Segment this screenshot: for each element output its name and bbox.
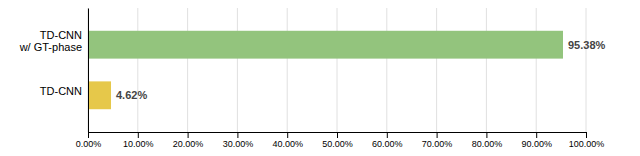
x-tick-label: 70.00%: [422, 139, 453, 149]
x-tick-label: 10.00%: [123, 139, 154, 149]
x-tick: 60.00%: [372, 132, 403, 149]
x-tick-label: 30.00%: [223, 139, 254, 149]
x-tick: 40.00%: [272, 132, 303, 149]
x-tick: 90.00%: [521, 132, 552, 149]
grid-line: [386, 8, 387, 132]
grid-line: [287, 8, 288, 132]
x-tick-mark: [237, 132, 238, 138]
chart-svg: 0.00% 10.00% 20.00% 30.00% 40.00% 50.00% 60.00…: [0, 0, 640, 156]
x-tick-label: 20.00%: [173, 139, 204, 149]
x-tick: 10.00%: [123, 132, 154, 149]
bar: [88, 81, 111, 109]
x-tick-mark: [486, 132, 487, 138]
x-tick: 80.00%: [472, 132, 503, 149]
grid-line: [436, 8, 437, 132]
y-axis-line: [88, 9, 89, 133]
x-tick-label: 50.00%: [322, 139, 353, 149]
y-tick-label: TD-CNNw/ GT-phase: [19, 29, 82, 53]
bars: [88, 31, 563, 109]
y-axis: TD-CNNw/ GT-phaseTD-CNN: [19, 9, 89, 133]
data-label: 4.62%: [116, 89, 147, 101]
grid-line: [486, 8, 487, 132]
x-tick-label: 90.00%: [521, 139, 552, 149]
x-tick: 30.00%: [223, 132, 254, 149]
x-tick: 100.00%: [569, 132, 605, 149]
x-tick: 70.00%: [422, 132, 453, 149]
grid-line: [137, 8, 138, 132]
data-labels: 95.38% 4.62%: [116, 39, 606, 102]
x-tick-label: 40.00%: [272, 139, 303, 149]
y-tick-label-line: TD-CNN: [40, 85, 82, 97]
y-tick-label: TD-CNN: [40, 85, 82, 97]
x-tick: 20.00%: [173, 132, 204, 149]
bar: [88, 31, 563, 59]
data-label: 95.38%: [568, 39, 606, 51]
x-axis: 0.00% 10.00% 20.00% 30.00% 40.00% 50.00% 60.00…: [76, 132, 605, 149]
x-tick-mark: [337, 132, 338, 138]
grid-line: [237, 8, 238, 132]
x-tick-label: 0.00%: [76, 139, 102, 149]
plot-area: 0.00% 10.00% 20.00% 30.00% 40.00% 50.00% 60.00…: [19, 8, 606, 149]
y-tick-label-line: TD-CNN: [40, 29, 82, 41]
grid-line: [337, 8, 338, 132]
x-tick: 50.00%: [322, 132, 353, 149]
grid-line: [187, 8, 188, 132]
x-tick-mark: [188, 132, 189, 138]
x-axis-line: [89, 133, 587, 139]
grid-line: [536, 8, 537, 132]
x-tick-mark: [387, 132, 388, 138]
grid: [88, 8, 586, 132]
x-tick-mark: [586, 132, 587, 138]
x-tick-mark: [88, 132, 89, 138]
y-tick-label-line: w/ GT-phase: [19, 41, 82, 53]
x-tick-mark: [536, 132, 537, 138]
grid-line: [586, 8, 587, 132]
x-tick: 0.00%: [76, 132, 102, 149]
x-tick-label: 60.00%: [372, 139, 403, 149]
x-tick-mark: [437, 132, 438, 138]
x-tick-mark: [138, 132, 139, 138]
y-tick: TD-CNN: [40, 85, 88, 97]
x-tick-label: 80.00%: [472, 139, 503, 149]
x-tick-label: 100.00%: [569, 139, 605, 149]
grid-line: [88, 8, 89, 132]
chart-container: 0.00% 10.00% 20.00% 30.00% 40.00% 50.00% 60.00…: [0, 0, 640, 156]
y-tick: TD-CNNw/ GT-phase: [19, 29, 88, 53]
x-tick-mark: [287, 132, 288, 138]
